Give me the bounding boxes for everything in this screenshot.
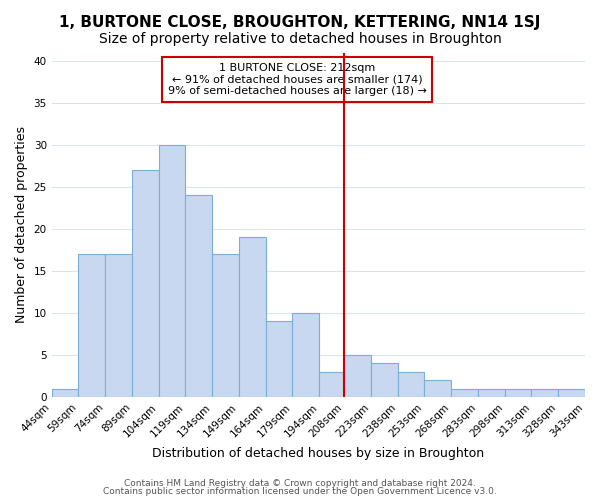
Bar	[79, 254, 105, 397]
Bar	[505, 388, 532, 397]
Bar	[319, 372, 346, 397]
Y-axis label: Number of detached properties: Number of detached properties	[15, 126, 28, 323]
Bar	[266, 322, 292, 397]
X-axis label: Distribution of detached houses by size in Broughton: Distribution of detached houses by size …	[152, 447, 484, 460]
Bar	[478, 388, 505, 397]
Bar	[451, 388, 478, 397]
Text: 1 BURTONE CLOSE: 212sqm
← 91% of detached houses are smaller (174)
9% of semi-de: 1 BURTONE CLOSE: 212sqm ← 91% of detache…	[167, 63, 427, 96]
Bar	[132, 170, 158, 397]
Bar	[158, 145, 185, 397]
Bar	[52, 388, 79, 397]
Bar	[105, 254, 132, 397]
Bar	[212, 254, 239, 397]
Bar	[344, 355, 371, 397]
Text: Contains HM Land Registry data © Crown copyright and database right 2024.: Contains HM Land Registry data © Crown c…	[124, 478, 476, 488]
Bar	[239, 238, 266, 397]
Bar	[398, 372, 424, 397]
Bar	[292, 313, 319, 397]
Text: Size of property relative to detached houses in Broughton: Size of property relative to detached ho…	[98, 32, 502, 46]
Bar	[424, 380, 451, 397]
Text: Contains public sector information licensed under the Open Government Licence v3: Contains public sector information licen…	[103, 487, 497, 496]
Text: 1, BURTONE CLOSE, BROUGHTON, KETTERING, NN14 1SJ: 1, BURTONE CLOSE, BROUGHTON, KETTERING, …	[59, 15, 541, 30]
Bar	[371, 364, 398, 397]
Bar	[558, 388, 585, 397]
Bar	[185, 196, 212, 397]
Bar	[532, 388, 558, 397]
